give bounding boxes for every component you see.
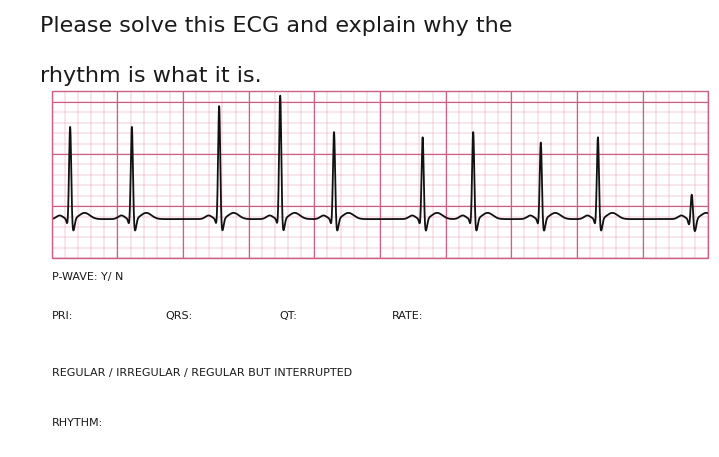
Text: rhythm is what it is.: rhythm is what it is.	[40, 66, 261, 86]
Text: QT:: QT:	[279, 311, 297, 321]
Text: RATE:: RATE:	[392, 311, 423, 321]
Bar	[52, 91, 708, 258]
Text: PRI:: PRI:	[52, 311, 73, 321]
Text: RHYTHM:: RHYTHM:	[52, 418, 103, 428]
Text: REGULAR / IRREGULAR / REGULAR BUT INTERRUPTED: REGULAR / IRREGULAR / REGULAR BUT INTERR…	[52, 368, 352, 378]
Text: P-WAVE: Y/ N: P-WAVE: Y/ N	[52, 272, 123, 282]
Text: Please solve this ECG and explain why the: Please solve this ECG and explain why th…	[40, 16, 512, 36]
Text: QRS:: QRS:	[165, 311, 193, 321]
